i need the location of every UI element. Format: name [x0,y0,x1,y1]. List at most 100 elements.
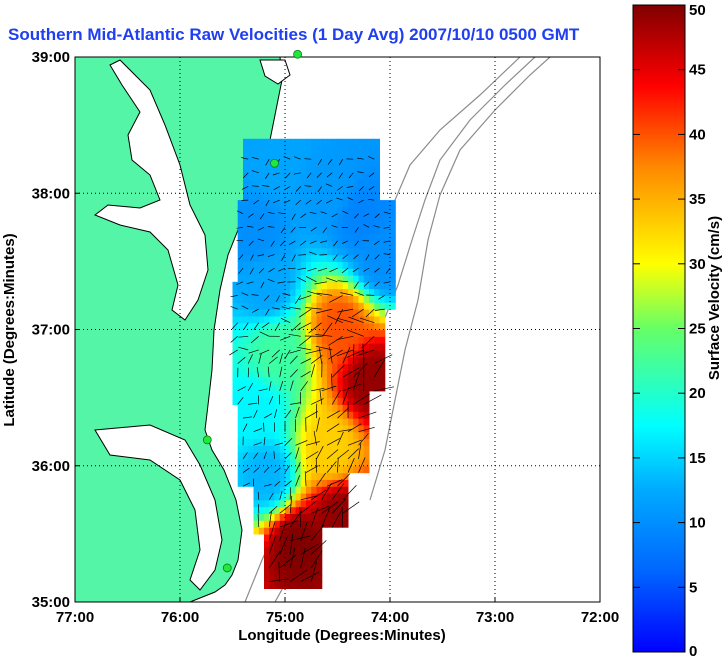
velocity-cell [279,166,286,174]
velocity-cell [248,145,254,153]
velocity-cell [269,472,275,480]
velocity-cell [311,445,317,453]
velocity-cell [300,431,307,440]
velocity-cell [232,315,239,324]
velocity-cell [337,458,344,467]
velocity-cell [342,145,349,153]
velocity-cell [316,288,323,296]
velocity-cell [300,213,307,222]
velocity-cell [374,336,380,344]
velocity-cell [264,384,270,392]
velocity-cell [274,424,281,433]
velocity-cell [316,213,323,222]
velocity-cell [337,356,344,365]
velocity-cell [253,486,260,494]
velocity-cell [253,268,260,276]
velocity-cell [279,431,286,440]
velocity-cell [295,234,302,242]
velocity-cell [332,152,338,160]
velocity-cell [300,561,307,569]
velocity-vector [230,306,238,310]
velocity-cell [321,438,328,446]
velocity-cell [306,493,312,501]
velocity-cell [279,138,286,147]
velocity-cell [321,431,328,440]
velocity-vector [279,535,289,555]
velocity-cell [342,261,349,269]
velocity-vector [327,315,343,324]
velocity-cell [243,384,249,392]
velocity-cell [285,390,291,399]
velocity-cell [232,349,239,358]
velocity-cell [285,486,291,494]
velocity-vector [264,295,270,301]
velocity-cell [253,370,260,378]
velocity-vector [284,452,292,460]
velocity-cell [390,275,396,283]
velocity-cell [290,166,296,174]
velocity-cell [363,240,370,249]
chart-title: Southern Mid-Atlantic Raw Velocities (1 … [8,25,580,44]
colorbar-tick-label: 30 [689,256,706,273]
velocity-cell [253,506,260,514]
velocity-cell [269,227,275,235]
velocity-cell [306,479,312,487]
velocity-cell [353,186,359,194]
velocity-cell [274,520,281,528]
velocity-cell [321,343,328,351]
velocity-cell [316,234,323,242]
velocity-cell [348,138,354,147]
velocity-cell [348,159,354,167]
velocity-cell [337,370,344,378]
velocity-cell [279,390,286,399]
velocity-cell [363,418,370,426]
velocity-vector [257,492,260,500]
velocity-cell [358,424,365,433]
velocity-cell [306,581,312,589]
radar-station-marker [270,158,279,168]
velocity-cell [264,247,270,256]
velocity-cell [321,302,328,310]
velocity-cell [321,452,328,460]
velocity-cell [353,356,359,365]
velocity-cell [337,336,344,344]
colorbar-tick-label: 35 [689,191,706,208]
velocity-cell [285,275,291,283]
velocity-cell [243,329,249,337]
velocity-cell [237,458,244,467]
velocity-cell [342,486,349,494]
velocity-cell [285,186,291,194]
velocity-vector [290,535,311,542]
velocity-cell [342,363,349,371]
velocity-cell [300,254,307,262]
velocity-cell [248,166,254,174]
velocity-vector [280,227,286,234]
velocity-cell [353,193,359,201]
velocity-vector [263,484,272,487]
velocity-cell [327,384,333,392]
velocity-cell [253,349,260,358]
velocity-cell [258,166,265,174]
velocity-cell [290,329,296,337]
velocity-cell [348,390,354,399]
velocity-cell [295,384,302,392]
velocity-vector [342,485,357,501]
velocity-cell [316,281,323,290]
velocity-cell [237,377,244,385]
velocity-cell [363,404,370,412]
velocity-cell [274,438,281,446]
velocity-vector [305,307,322,310]
velocity-cell [269,438,275,446]
velocity-cell [279,220,286,228]
velocity-vector [368,198,375,201]
velocity-vector [346,349,364,358]
velocity-vector [241,157,249,160]
velocity-cell [321,254,328,262]
velocity-vector [299,506,302,528]
velocity-vector [310,550,323,569]
y-tick-label: 36:00 [32,458,70,475]
velocity-cell [342,234,349,242]
velocity-cell [332,336,338,344]
velocity-cell [237,275,244,283]
velocity-cell [269,540,275,549]
